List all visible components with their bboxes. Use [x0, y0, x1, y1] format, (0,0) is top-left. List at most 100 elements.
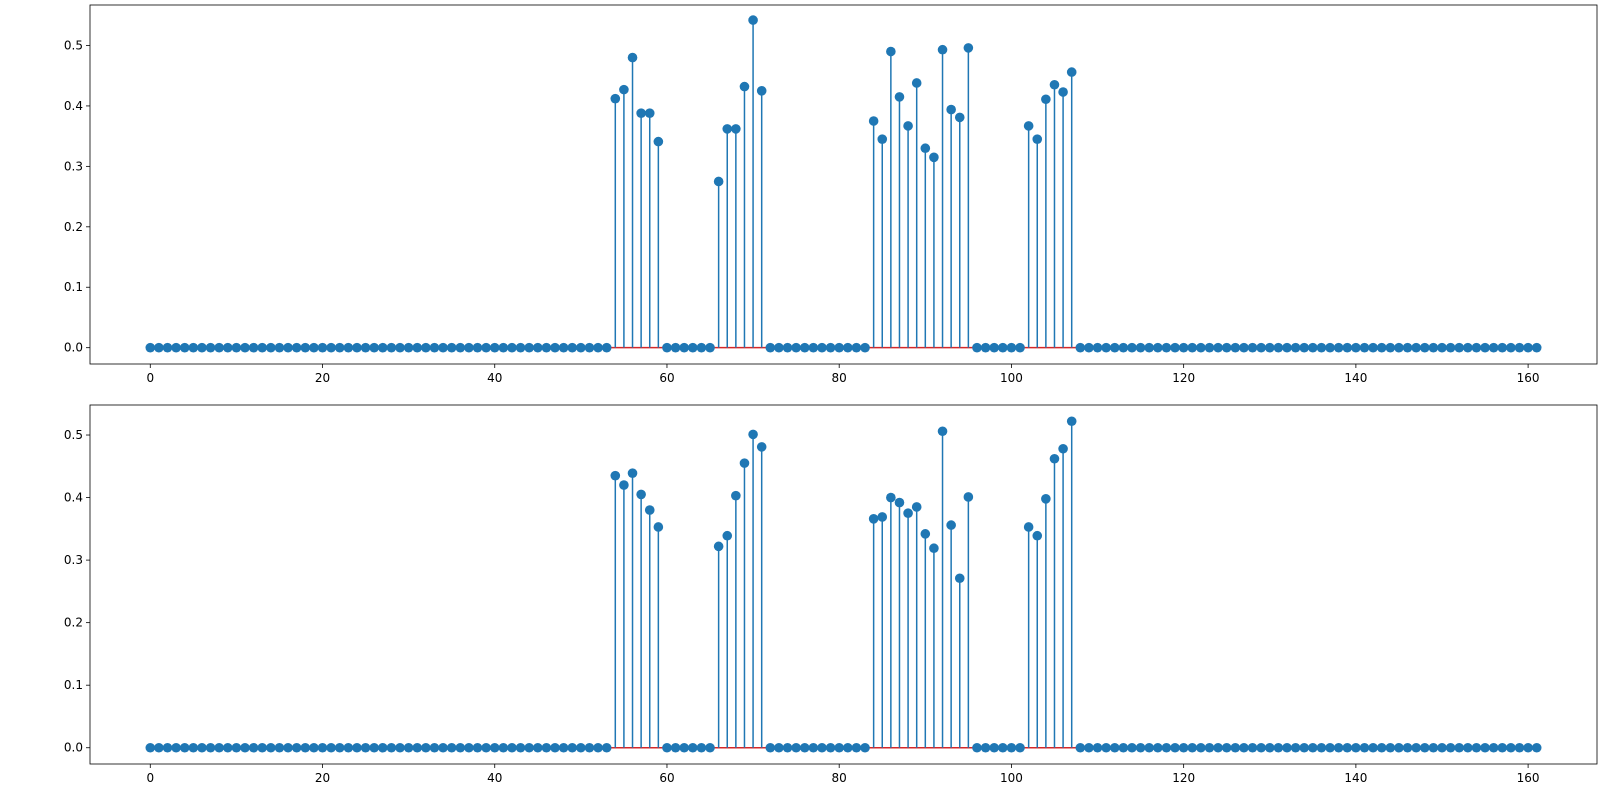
- stem-marker: [369, 342, 379, 353]
- x-tick-label: 60: [659, 771, 674, 785]
- stem-marker: [1161, 742, 1172, 753]
- stem-marker: [894, 92, 905, 102]
- stem-marker: [1264, 342, 1275, 353]
- stem-marker: [464, 342, 474, 353]
- stem-marker: [455, 342, 466, 353]
- stem-marker: [1084, 342, 1094, 353]
- stem-marker: [670, 342, 681, 353]
- stem-marker: [171, 742, 181, 753]
- stem-marker: [214, 342, 224, 353]
- stem-marker: [541, 342, 552, 353]
- y-tick-label: 0.1: [64, 280, 83, 294]
- stem-marker: [222, 342, 233, 353]
- stem-marker: [197, 342, 207, 353]
- stem-marker: [343, 742, 354, 753]
- stem-marker: [524, 342, 534, 353]
- stem-marker: [946, 520, 956, 530]
- stem-marker: [894, 497, 905, 508]
- stem-marker: [1523, 742, 1533, 753]
- stem-marker: [317, 342, 328, 353]
- stem-marker: [412, 742, 423, 753]
- stem-marker: [1075, 342, 1086, 353]
- stem-marker: [808, 742, 819, 753]
- stem-marker: [1273, 742, 1284, 753]
- stem-marker: [326, 342, 336, 353]
- stem-marker: [558, 742, 569, 753]
- y-tick-label: 0.2: [64, 220, 83, 234]
- stem-marker: [756, 86, 767, 96]
- stem-marker: [481, 742, 491, 753]
- stem-marker: [515, 342, 526, 353]
- stem-marker: [162, 342, 173, 353]
- x-tick-label: 160: [1517, 371, 1540, 385]
- stem-marker: [377, 742, 388, 753]
- stem-marker: [472, 342, 483, 353]
- stem-marker: [817, 742, 827, 753]
- stem-marker: [584, 342, 595, 353]
- stem-marker: [377, 342, 388, 353]
- stem-marker: [197, 742, 207, 753]
- stem-marker: [929, 543, 939, 554]
- stem-marker: [963, 492, 974, 502]
- x-tick-label: 20: [315, 771, 330, 785]
- stem-marker: [386, 742, 397, 753]
- stem-marker: [644, 108, 655, 118]
- stem-marker: [1066, 416, 1077, 427]
- stem-marker: [1041, 494, 1051, 504]
- y-tick-label: 0.0: [64, 341, 83, 355]
- stem-marker: [1084, 742, 1094, 753]
- y-tick-label: 0.1: [64, 678, 83, 692]
- stem-marker: [653, 136, 664, 147]
- stem-marker: [274, 342, 285, 353]
- stem-marker: [851, 742, 862, 753]
- stem-marker: [515, 742, 526, 753]
- stem-marker: [1299, 742, 1310, 753]
- stem-marker: [627, 468, 638, 478]
- stem-marker: [395, 742, 405, 753]
- stem-marker: [1041, 94, 1051, 105]
- stem-marker: [524, 742, 534, 753]
- stem-marker: [1049, 79, 1060, 90]
- stem-marker: [326, 742, 336, 753]
- stem-marker: [601, 342, 612, 353]
- stem-marker: [998, 742, 1008, 753]
- stem-marker: [1101, 742, 1111, 753]
- stem-marker: [825, 742, 836, 753]
- stem-marker: [291, 342, 302, 353]
- stem-marker: [636, 489, 646, 500]
- stem-marker: [799, 342, 810, 353]
- x-tick-label: 80: [832, 371, 847, 385]
- stem-marker: [1437, 742, 1447, 753]
- stem-marker: [1411, 742, 1421, 753]
- x-tick-label: 140: [1344, 771, 1367, 785]
- stem-marker: [774, 742, 784, 753]
- stem-marker: [954, 573, 965, 584]
- stem-marker: [1488, 742, 1499, 753]
- stem-marker: [464, 742, 474, 753]
- stem-marker: [498, 742, 509, 753]
- stem-marker: [1497, 742, 1508, 753]
- stem-marker: [145, 342, 156, 353]
- stem-marker: [619, 84, 629, 95]
- stem-marker: [860, 742, 870, 753]
- stem-marker: [1299, 342, 1310, 353]
- stem-marker: [601, 742, 612, 753]
- stem-marker: [1230, 742, 1241, 753]
- stem-marker: [713, 541, 724, 552]
- stem-marker: [248, 342, 259, 353]
- stem-marker: [1290, 742, 1301, 753]
- stem-marker: [532, 342, 543, 353]
- stem-marker: [205, 342, 216, 353]
- stem-marker: [446, 342, 457, 353]
- stem-marker: [1256, 742, 1266, 753]
- stem-marker: [205, 742, 216, 753]
- stem-marker: [834, 742, 844, 753]
- stem-marker: [817, 342, 827, 353]
- stem-marker: [1187, 742, 1198, 753]
- stem-marker: [610, 470, 621, 481]
- stem-marker: [868, 116, 879, 126]
- stem-marker: [1445, 742, 1456, 753]
- stem-marker: [1239, 342, 1249, 353]
- stem-marker: [1204, 742, 1215, 753]
- stem-marker: [937, 44, 948, 55]
